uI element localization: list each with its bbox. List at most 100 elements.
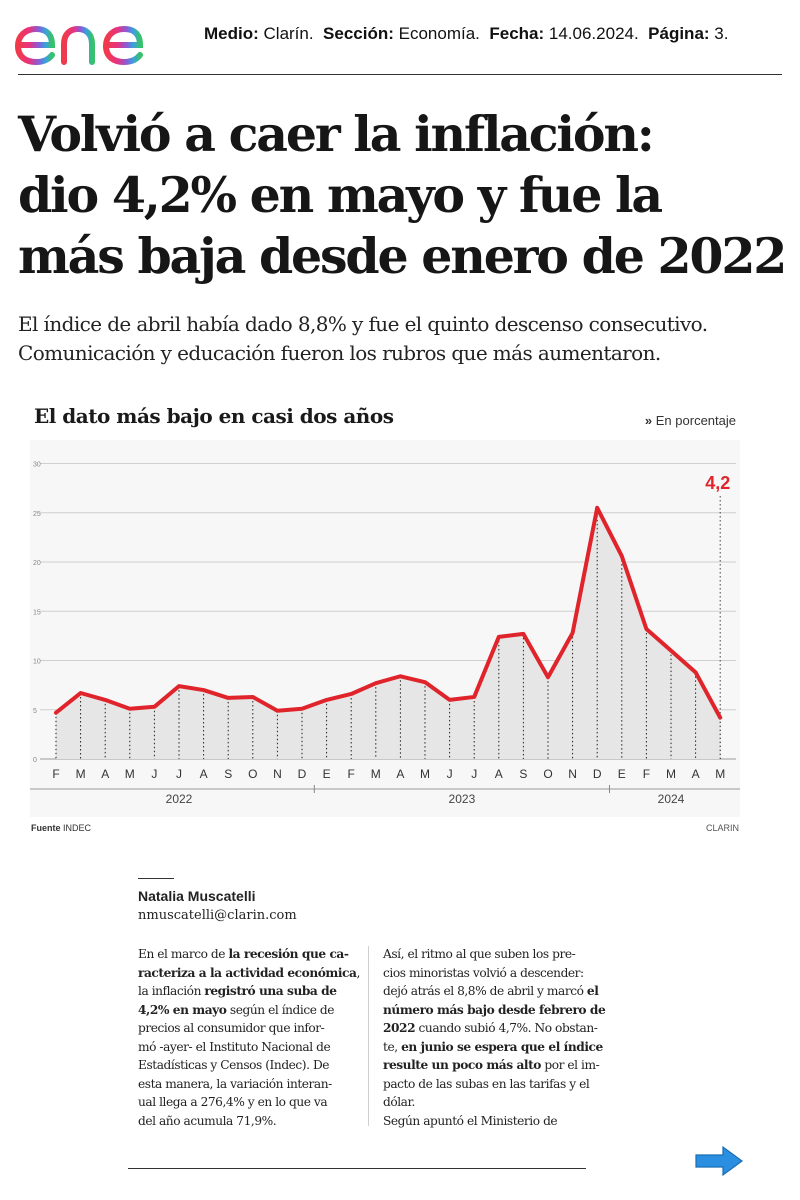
- body-emphasis: 4,2% en mayo: [138, 1002, 227, 1017]
- body-line: 4,2% en mayo según el índice de: [138, 1001, 360, 1020]
- body-text: cuando subió 4,7%. No obstan-: [415, 1021, 598, 1035]
- x-tick-label: J: [151, 767, 157, 781]
- x-tick-label: N: [568, 767, 577, 781]
- body-text: del año acumula 71,9%.: [138, 1113, 277, 1128]
- header-divider: [18, 74, 782, 75]
- x-tick-label: J: [447, 767, 453, 781]
- seccion-label: Sección:: [323, 24, 394, 43]
- body-line: pacto de las subas en las tarifas y el: [383, 1075, 605, 1094]
- medio-label: Medio:: [204, 24, 259, 43]
- x-tick-label: M: [76, 767, 86, 781]
- data-point: [226, 696, 230, 700]
- body-line: cios minoristas volvió a descender:: [383, 964, 605, 983]
- body-text: pacto de las subas en las tarifas y el: [383, 1076, 590, 1091]
- x-tick-label: A: [495, 767, 503, 781]
- data-point: [202, 688, 206, 692]
- x-tick-label: M: [125, 767, 135, 781]
- data-point: [718, 716, 722, 720]
- x-tick-label: A: [101, 767, 109, 781]
- body-line: dejó atrás el 8,8% de abril y marcó el: [383, 982, 605, 1001]
- subheadline-line: Comunicación y educación fueron los rubr…: [18, 341, 661, 365]
- y-tick-label: 25: [33, 511, 41, 518]
- headline-line: Volvió a caer la inflación:: [18, 105, 655, 163]
- subheadline: El índice de abril había dado 8,8% y fue…: [18, 310, 788, 368]
- body-text: te,: [383, 1039, 402, 1054]
- data-point: [595, 506, 599, 510]
- x-tick-label: M: [666, 767, 676, 781]
- body-text: ual llega a 276,4% y en lo que va: [138, 1095, 328, 1109]
- body-text: dejó atrás el 8,8% de abril y marcó: [383, 984, 587, 998]
- data-point: [325, 698, 329, 702]
- data-point: [54, 711, 58, 715]
- x-tick-label: S: [224, 767, 232, 781]
- data-point: [521, 632, 525, 636]
- data-point: [374, 681, 378, 685]
- author-name: Natalia Muscatelli: [138, 888, 256, 904]
- x-tick-label: M: [371, 767, 381, 781]
- body-emphasis: en junio se espera que el índice: [401, 1039, 603, 1054]
- x-tick-label: D: [298, 767, 307, 781]
- x-tick-label: F: [643, 767, 650, 781]
- body-text: cios minoristas volvió a descender:: [383, 965, 584, 980]
- x-tick-label: O: [248, 767, 257, 781]
- x-tick-label: A: [692, 767, 700, 781]
- body-emphasis: la recesión que ca-: [228, 947, 349, 961]
- body-text: por el im-: [540, 1058, 600, 1072]
- body-line: 2022 cuando subió 4,7%. No obstan-: [383, 1019, 605, 1038]
- fecha-value: 14.06.2024.: [548, 24, 639, 43]
- body-line: número más bajo desde febrero de: [383, 1001, 606, 1020]
- body-line: Así, el ritmo al que suben los pre-: [383, 945, 605, 964]
- x-tick-label: F: [52, 767, 59, 781]
- body-emphasis: el: [586, 984, 599, 998]
- chart-unit-label: En porcentaje: [655, 413, 736, 428]
- y-tick-label: 0: [33, 757, 37, 764]
- data-point: [251, 695, 255, 699]
- data-point: [177, 684, 181, 688]
- pagina-value: 3.: [714, 24, 729, 43]
- pagina-label: Página:: [648, 24, 710, 43]
- data-point: [644, 627, 649, 631]
- x-tick-label: J: [176, 767, 182, 781]
- body-text: esta manera, la variación interan-: [138, 1076, 332, 1091]
- body-text: Según apuntó el Ministerio de: [383, 1113, 558, 1128]
- year-label: 2024: [658, 792, 685, 806]
- data-point: [152, 705, 156, 709]
- body-line: te, en junio se espera que el índice: [383, 1038, 605, 1057]
- column-divider: [368, 946, 369, 1126]
- body-emphasis: número más bajo desde febrero de: [383, 1002, 606, 1017]
- data-point: [128, 707, 132, 711]
- y-tick-label: 15: [33, 609, 41, 616]
- chart-source-label: Fuente: [31, 823, 61, 833]
- body-line: ual llega a 276,4% y en lo que va: [138, 1093, 360, 1112]
- highlight-label: 4,2: [705, 473, 730, 493]
- enel-logo: [14, 9, 169, 66]
- year-label: 2022: [166, 792, 193, 806]
- data-point: [694, 670, 698, 674]
- y-tick-label: 10: [33, 659, 41, 666]
- body-emphasis: registró una suba de: [204, 984, 337, 998]
- body-line: precios al consumidor que infor-: [138, 1019, 360, 1038]
- headline-line: dio 4,2% en mayo y fue la: [18, 166, 663, 224]
- body-line: Estadísticas y Censos (Indec). De: [138, 1056, 360, 1075]
- y-tick-label: 20: [33, 560, 41, 567]
- author-email: nmuscatelli@clarin.com: [138, 908, 297, 923]
- body-text: Estadísticas y Censos (Indec). De: [138, 1058, 330, 1072]
- body-line: esta manera, la variación interan-: [138, 1075, 360, 1094]
- body-text: precios al consumidor que infor-: [138, 1021, 325, 1035]
- data-point: [300, 707, 304, 711]
- inflation-chart: 0 5 10 15 20 25 30 4,2 F M A M J J A S O N D E F M A M J J A S O N D E F…: [30, 440, 740, 817]
- source-metadata: Medio: Clarín. Sección: Economía. Fecha:…: [204, 24, 728, 44]
- x-tick-label: M: [420, 767, 430, 781]
- body-line: la inflación registró una suba de: [138, 982, 360, 1001]
- body-text: mó -ayer- el Instituto Nacional de: [138, 1039, 331, 1054]
- data-point: [275, 709, 279, 713]
- body-line: racteriza a la actividad económica,: [138, 964, 360, 983]
- x-tick-label: E: [323, 767, 331, 781]
- body-emphasis: 2022: [383, 1021, 416, 1035]
- data-point: [497, 635, 501, 639]
- double-chevron-icon: »: [644, 413, 653, 428]
- data-point: [472, 695, 476, 699]
- data-point: [103, 698, 107, 702]
- right-arrow-icon[interactable]: [693, 1144, 745, 1178]
- data-point: [349, 692, 353, 696]
